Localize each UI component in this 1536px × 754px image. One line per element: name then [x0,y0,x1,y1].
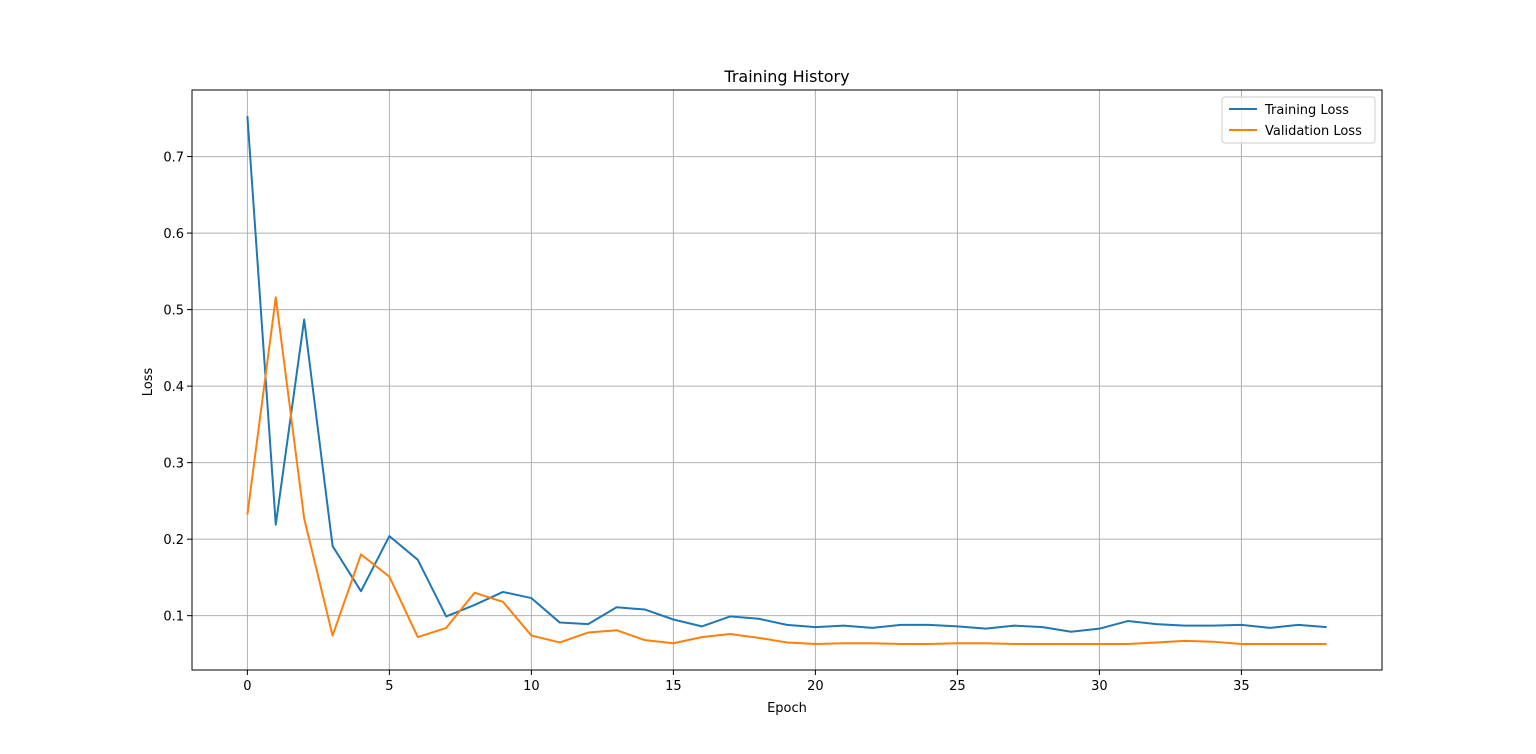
series-lines [246,115,1327,645]
x-tick-label: 10 [523,679,540,694]
y-tick-label: 0.7 [163,151,184,166]
x-tick-label: 25 [949,679,966,694]
y-tick-label: 0.4 [163,380,184,395]
y-tick-label: 0.6 [163,227,184,242]
legend-validation-loss-label: Validation Loss [1265,124,1362,139]
x-tick-label: 30 [1091,679,1108,694]
x-tick-label: 15 [665,679,682,694]
series-line-training-loss [246,115,1327,633]
legend-box [1221,96,1376,144]
y-axis-label: Loss [141,368,156,397]
x-tick-label: 5 [385,679,393,694]
y-tick-label: 0.3 [163,457,184,472]
x-tick-label: 0 [243,679,251,694]
grid-lines [192,90,1382,670]
y-tick-label: 0.1 [163,610,184,625]
x-tick-label: 35 [1233,679,1250,694]
x-axis-ticks: 0 5 10 15 20 25 30 35 [243,670,1250,694]
series-line-validation-loss [246,296,1327,645]
x-tick-label: 20 [807,679,824,694]
y-axis-ticks: 0.1 0.2 0.3 0.4 0.5 0.6 0.7 [163,151,192,625]
legend: Training Loss Validation Loss [1221,96,1376,144]
plot-frame [191,89,1383,671]
y-tick-label: 0.2 [163,533,184,548]
chart-title: Training History [723,67,849,86]
y-tick-label: 0.5 [163,304,184,319]
legend-training-loss-label: Training Loss [1264,103,1349,118]
x-axis-label: Epoch [767,701,807,716]
